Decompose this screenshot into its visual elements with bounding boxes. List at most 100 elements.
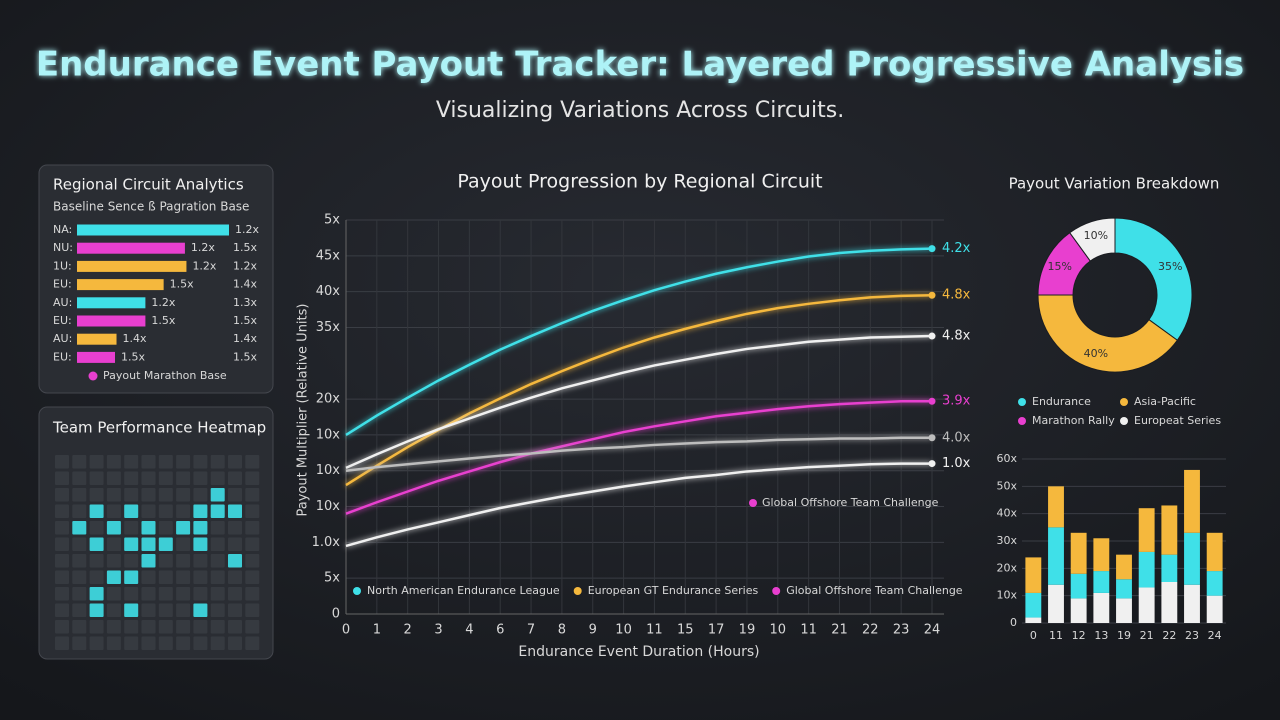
x-tick-label: 11 — [646, 623, 663, 638]
panel-title: Regional Circuit Analytics — [53, 176, 244, 194]
heat-cell — [228, 636, 242, 650]
heat-cell — [55, 554, 69, 568]
bar-label: 1.2x — [192, 259, 216, 272]
heat-cell — [245, 587, 260, 601]
bar-segment — [1070, 598, 1087, 623]
x-tick-label: 24 — [1208, 629, 1222, 642]
end-label: 1.0x — [942, 456, 971, 471]
heat-cell — [55, 521, 69, 535]
heat-cell — [228, 603, 242, 617]
x-tick-label: 3 — [434, 623, 442, 638]
series-line — [345, 436, 932, 472]
heat-cell — [55, 537, 69, 551]
heat-cell — [176, 587, 191, 601]
heat-cell — [124, 603, 139, 617]
heat-cell — [228, 521, 242, 535]
row-label: 1U: — [53, 259, 72, 272]
heat-cell — [106, 455, 121, 469]
y-axis-label: Payout Multiplier (Relative Units) — [296, 303, 311, 516]
x-tick-label: 10 — [615, 623, 632, 638]
heat-cell — [89, 537, 104, 551]
heat-cell — [193, 636, 208, 650]
heat-cell — [55, 587, 69, 601]
x-tick-label: 19 — [739, 623, 756, 638]
heat-cell — [89, 521, 104, 535]
value-label: 1.4x — [233, 278, 257, 291]
row-label: EU: — [53, 278, 72, 291]
end-dot — [928, 434, 936, 442]
bar — [77, 260, 187, 272]
x-tick-label: 12 — [1072, 629, 1086, 642]
page-subtitle: Visualizing Variations Across Circuits. — [436, 98, 844, 123]
bar-label: 1.2x — [191, 241, 215, 254]
panel-title: Team Performance Heatmap — [52, 419, 266, 437]
bar-segment — [1206, 532, 1223, 572]
heat-cell — [176, 455, 191, 469]
value-label: 1.5x — [233, 241, 257, 254]
heat-cell — [141, 521, 156, 535]
heat-cell — [245, 488, 260, 502]
heat-cell — [55, 488, 69, 502]
legend-label: Asia-Pacific — [1134, 395, 1196, 408]
y-tick-label: 60x — [996, 452, 1017, 465]
heat-cell — [245, 504, 260, 518]
heat-cell — [141, 570, 156, 584]
heat-cell — [158, 521, 173, 535]
heat-cell — [210, 537, 225, 551]
heat-cell — [55, 636, 69, 650]
heat-cell — [158, 603, 173, 617]
heat-cell — [158, 471, 173, 485]
heat-cell — [228, 455, 242, 469]
heat-cell — [89, 620, 104, 634]
heat-cell — [89, 504, 104, 518]
bar-segment — [1093, 538, 1110, 572]
bar-segment — [1161, 582, 1178, 623]
heat-cell — [141, 603, 156, 617]
x-tick-label: 0 — [1030, 629, 1037, 642]
end-dot — [928, 291, 936, 299]
y-tick-label: 50x — [996, 479, 1017, 492]
bar-segment — [1138, 551, 1155, 588]
bar-segment — [1070, 573, 1087, 599]
heat-cell — [55, 620, 69, 634]
heat-cell — [210, 554, 225, 568]
row-label: AU: — [53, 296, 72, 309]
y-tick-label: 0 — [332, 607, 340, 622]
legend-dot — [772, 587, 781, 595]
heat-cell — [89, 455, 104, 469]
heat-cell — [106, 554, 121, 568]
donut-slice — [1114, 217, 1193, 341]
y-tick-label: 45x — [316, 248, 341, 263]
heat-cell — [124, 455, 139, 469]
heat-cell — [245, 603, 260, 617]
legend-dot — [1120, 398, 1128, 406]
heat-cell — [72, 603, 87, 617]
page-title: Endurance Event Payout Tracker: Layered … — [36, 45, 1244, 85]
heat-cell — [124, 504, 139, 518]
heat-cell — [228, 537, 242, 551]
y-tick-label: 10x — [316, 463, 341, 478]
x-tick-label: 9 — [589, 623, 597, 638]
heat-cell — [158, 488, 173, 502]
bar — [77, 224, 229, 236]
x-tick-label: 19 — [1117, 629, 1131, 642]
heat-cell — [193, 537, 208, 551]
heat-cell — [89, 471, 104, 485]
heat-cell — [193, 504, 208, 518]
heat-cell — [124, 636, 139, 650]
heat-cell — [158, 554, 173, 568]
slice-label: 40% — [1084, 347, 1108, 360]
legend-label: European GT Endurance Series — [588, 584, 759, 597]
heat-cell — [158, 570, 173, 584]
chart-title: Payout Variation Breakdown — [1009, 175, 1220, 193]
heat-cell — [106, 537, 121, 551]
heat-cell — [106, 504, 121, 518]
heat-cell — [89, 587, 104, 601]
legend-label: Marathon Rally — [1032, 414, 1115, 427]
heat-cell — [55, 603, 69, 617]
heat-cell — [193, 620, 208, 634]
series-line — [345, 462, 932, 548]
heat-cell — [55, 471, 69, 485]
heat-cell — [124, 488, 139, 502]
legend-dot — [1120, 417, 1128, 425]
